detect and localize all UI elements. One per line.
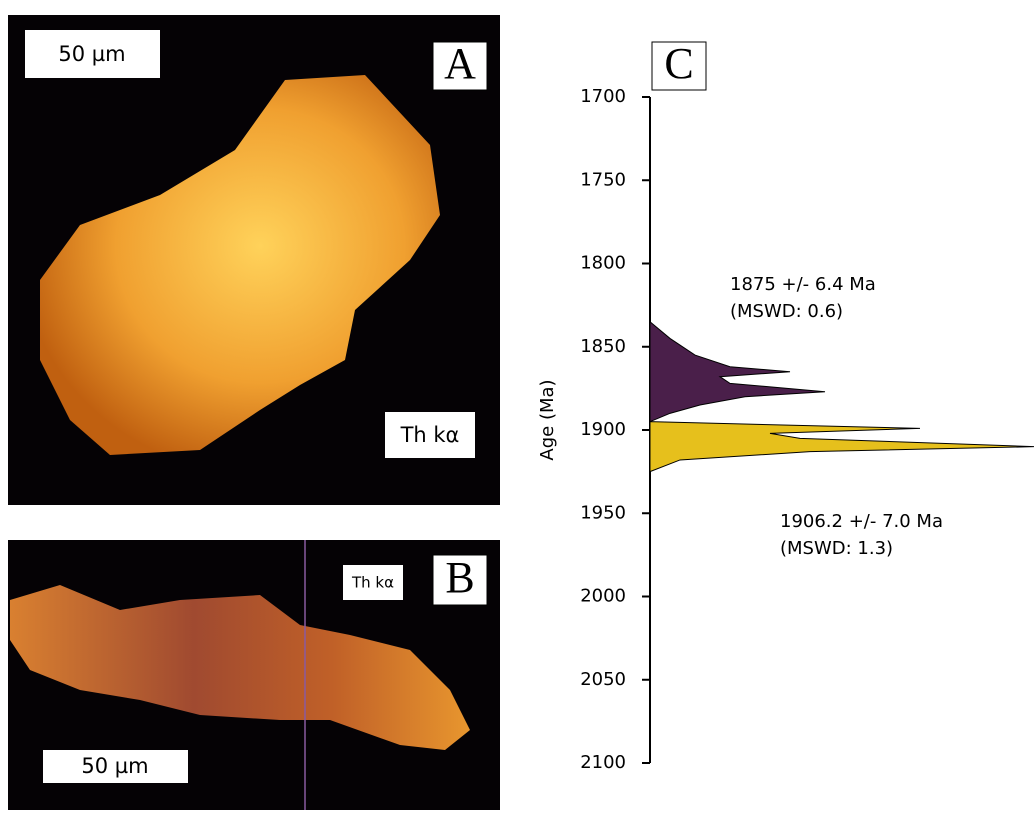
y-tick-label: 2000	[580, 586, 626, 607]
y-tick-label: 1850	[580, 336, 626, 357]
scale-box	[25, 30, 160, 78]
annotation: 1906.2 +/- 7.0 Ma	[780, 511, 943, 532]
y-tick-label: 2100	[580, 752, 626, 773]
label-box	[432, 41, 488, 91]
panel-label: B	[445, 553, 474, 602]
element-box	[343, 565, 403, 600]
panel-label: A	[444, 39, 476, 88]
scale-box	[43, 750, 188, 783]
y-axis-label: Age (Ma)	[537, 379, 558, 460]
scale-bar-label: 50 µm	[81, 754, 148, 778]
label-box	[651, 41, 707, 91]
panel-b: 50 µm B Th kα	[8, 540, 500, 810]
panel-label: C	[664, 39, 693, 88]
panel-a: 50 µm A Th kα	[8, 15, 500, 505]
scale-bar-label: 50 µm	[58, 42, 125, 66]
panel-c: C Age (Ma) 1875 +/- 6.4 Ma (MSWD: 0.6) 1…	[537, 39, 1034, 773]
grain-a	[40, 75, 440, 455]
density-curve	[649, 320, 826, 423]
annotation: (MSWD: 1.3)	[780, 538, 893, 559]
annotation: 1875 +/- 6.4 Ma	[730, 274, 876, 295]
element-label: Th kα	[400, 423, 460, 447]
element-label: Th kα	[351, 574, 394, 592]
density-curve	[649, 421, 1034, 473]
y-tick-label: 1750	[580, 169, 626, 190]
label-box	[432, 554, 488, 606]
element-box	[385, 412, 475, 458]
grain-b	[10, 585, 470, 750]
y-tick-label: 1700	[580, 86, 626, 107]
y-tick-label: 1900	[580, 419, 626, 440]
y-tick-label: 1950	[580, 502, 626, 523]
y-tick-label: 1800	[580, 253, 626, 274]
y-tick-label: 2050	[580, 669, 626, 690]
annotation: (MSWD: 0.6)	[730, 301, 843, 322]
